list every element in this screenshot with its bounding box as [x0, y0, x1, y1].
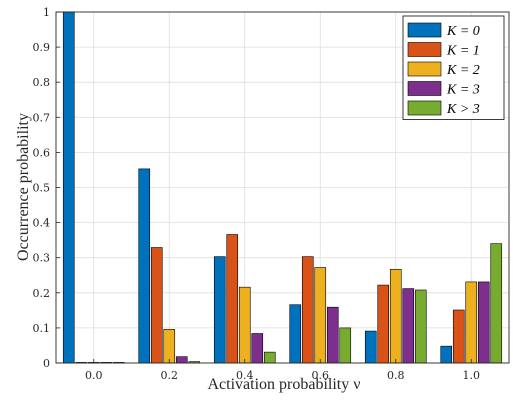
bar: [213, 256, 226, 364]
y-tick-label: 0.2: [33, 287, 51, 300]
x-tick-label: 1.0: [463, 369, 481, 382]
x-tick-label: 0.8: [387, 369, 405, 382]
y-tick-label: 1: [43, 6, 50, 19]
x-tick-label: 0.6: [312, 369, 330, 382]
bar: [389, 268, 402, 364]
bar: [150, 247, 163, 364]
x-axis-title: Activation probability ν: [208, 376, 361, 393]
y-tick-label: 0.3: [33, 252, 51, 265]
x-tick-label: 0.0: [85, 369, 103, 382]
bar: [402, 288, 415, 364]
bars: [62, 11, 503, 364]
legend-label: K = 2: [446, 63, 480, 78]
bar: [163, 329, 176, 364]
legend-label: K = 0: [446, 24, 480, 39]
legend-swatch: [407, 100, 442, 116]
legend-label: K = 3: [446, 83, 480, 98]
bar: [326, 306, 339, 364]
bar: [477, 281, 490, 364]
axes: [55, 11, 510, 364]
bar: [263, 351, 276, 364]
bar: [289, 304, 302, 364]
y-tick-label: 0.7: [33, 111, 51, 124]
bar: [138, 168, 151, 364]
legend-swatch: [407, 81, 442, 96]
bar: [490, 243, 503, 364]
bar: [414, 289, 427, 364]
y-tick-label: 0.1: [33, 322, 51, 335]
bar: [226, 234, 239, 364]
bar: [440, 345, 453, 364]
x-tick-label: 0.4: [236, 369, 254, 382]
legend-swatch: [407, 22, 442, 38]
y-tick-label: 0.6: [33, 146, 51, 159]
bar: [314, 267, 327, 364]
bar: [452, 309, 465, 364]
legend-label: K = 1: [446, 44, 480, 59]
y-axis-title: Occurrence probability: [15, 113, 32, 261]
bar: [301, 256, 314, 364]
bar: [251, 333, 264, 364]
bar: [364, 330, 377, 364]
y-tick-label: 0.5: [33, 182, 51, 195]
y-tick-label: 0.9: [33, 41, 51, 54]
bar: [377, 284, 390, 364]
bar: [339, 327, 352, 364]
y-tick-label: 0.4: [33, 217, 51, 230]
legend-swatch: [407, 61, 442, 77]
legend: K = 0 K = 1 K = 2 K = 3 K > 3: [402, 15, 505, 120]
bar: [465, 281, 478, 364]
tick-labels: 0 0.1 0.2 0.3 0.4 0.5 0.6 0.7 0.8 0.9 1 0.0 0.2 0.4 0.…: [33, 6, 481, 382]
bar: [62, 11, 75, 364]
bar: [175, 356, 188, 364]
y-tick-label: 0.8: [33, 76, 51, 89]
legend-swatch: [407, 42, 442, 57]
legend-label: K > 3: [446, 102, 480, 117]
x-tick-label: 0.2: [161, 369, 179, 382]
y-tick-label: 0: [43, 357, 50, 370]
bar: [238, 286, 251, 364]
axes-box: [55, 11, 510, 364]
